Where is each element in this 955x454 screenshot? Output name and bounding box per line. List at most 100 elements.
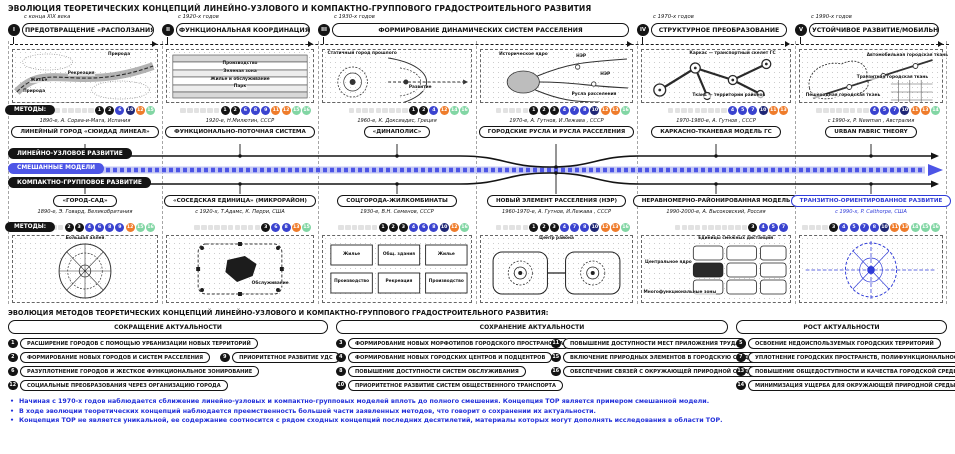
- arrow-right-icon: [152, 41, 157, 47]
- method-badge: 2: [105, 106, 115, 115]
- stage-pill: УСТОЙЧИВОЕ РАЗВИТИЕ/МОБИЛЬНОСТЬ: [809, 23, 939, 37]
- stage-numeral: IV: [637, 24, 649, 36]
- stage-pill: ПРЕДОТВРАЩЕНИЕ «РАСПОЛЗАНИЯ»: [22, 23, 154, 37]
- method-badge: 12: [600, 223, 610, 232]
- evolution-column-header: РОСТ АКТУАЛЬНОСТИ: [736, 320, 947, 334]
- diagram-label: Единицы смежных дистанций: [698, 235, 774, 241]
- method-item-number: 1: [8, 338, 18, 349]
- method-badge: 2: [64, 223, 74, 232]
- methods-row-bottom: МЕТОДЫ: 2 3 4 6 8 9 12 15 16 3 6 8 13 15 1 2 3 4 6 8 10 12 1…: [0, 221, 955, 234]
- method-row: 2 ФОРМИРОВАНИЕ НОВЫХ ГОРОДОВ И СИСТЕМ РАС…: [8, 352, 340, 363]
- method-badge: 8: [580, 106, 590, 115]
- method-item: 6 РАЗУПЛОТНЕНИЕ ГОРОДОВ И ЖЕСТКОЕ ФУНКЦИО…: [8, 366, 260, 377]
- timeline-section: Природа Рекреация Жилье Природа Производ…: [0, 37, 955, 304]
- diagram-label: Рекреация: [385, 279, 413, 285]
- method-badge: 5: [880, 106, 890, 115]
- diagram-label: Развитие: [408, 85, 432, 91]
- page-title: ЭВОЛЮЦИЯ ТЕОРЕТИЧЕСКИХ КОНЦЕПЦИЙ ЛИНЕЙНО…: [8, 4, 592, 13]
- method-slot: [515, 107, 522, 114]
- method-slot: [345, 224, 351, 231]
- method-badge: 12: [600, 106, 610, 115]
- method-slot: [721, 107, 727, 114]
- method-badge: 16: [460, 106, 469, 115]
- method-badge: 13: [920, 106, 930, 115]
- method-badge: 10: [758, 106, 768, 115]
- note-text: В ходе эволюции теоретических концепций …: [19, 407, 596, 415]
- stage-pill: СТРУКТУРНОЕ ПРЕОБРАЗОВАНИЕ: [651, 23, 787, 37]
- method-slot: [201, 224, 207, 231]
- method-slot: [247, 224, 254, 231]
- bottom-concepts-row: «ГОРОД-САД» 1890-е, Э. Говард, Великобрит…: [0, 194, 955, 221]
- method-badge: 10: [590, 223, 600, 232]
- note-text: Концепция ТОР не является уникальной, ее…: [19, 417, 723, 425]
- method-item-label: СОЦИАЛЬНЫЕ ПРЕОБРАЗОВАНИЯ ЧЕРЕЗ ОРГАНИЗА…: [20, 380, 228, 391]
- method-item: 4 ФОРМИРОВАНИЕ НОВЫХ ГОРОДСКИХ ЦЕНТРОВ И …: [336, 352, 553, 363]
- method-badge: 2: [230, 106, 240, 115]
- method-badge: 8: [429, 223, 439, 232]
- concept-era: 1890-е, Э. Говард, Великобритания: [37, 208, 133, 215]
- method-slot: [849, 107, 856, 114]
- method-row: 3 ФОРМИРОВАНИЕ НОВЫХ МОРФОТИПОВ ГОРОДСКОГ…: [336, 338, 747, 349]
- method-item-label: МИНИМИЗАЦИЯ УЩЕРБА ДЛЯ ОКРУЖАЮЩЕЙ ПРИРОД…: [748, 380, 955, 391]
- method-item-number: 3: [336, 338, 346, 349]
- diagram-label: Парк: [233, 84, 247, 90]
- method-slot: [57, 224, 64, 231]
- concept-era: 1930-е, В.Н. Семенов, СССР: [360, 208, 434, 215]
- method-badge: 5: [738, 106, 748, 115]
- method-badge: 12: [135, 106, 145, 115]
- method-badge: 8: [281, 223, 291, 232]
- concept: «СОСЕДСКАЯ ЕДИНИЦА» (МИКРОРАЙОН) с 1920-х…: [162, 194, 318, 221]
- method-slot: [829, 107, 836, 114]
- bottom-diagrams-row: Большая аллея Обслуживание Жилье: [0, 234, 955, 304]
- method-badge: 6: [95, 223, 105, 232]
- method-badge: 4: [84, 223, 94, 232]
- method-badge: 2: [388, 223, 398, 232]
- method-item-label: ОСВОЕНИЕ НЕДОИСПОЛЬЗУЕМЫХ ГОРОДСКИХ ТЕРР…: [748, 338, 941, 349]
- method-item-number: 8: [336, 366, 346, 377]
- method-row: 10 ПРИОРИТЕТНОЕ РАЗВИТИЕ СИСТЕМ ОБЩЕСТВЕН…: [336, 380, 728, 391]
- method-badge: 14: [910, 223, 920, 232]
- method-slot: [816, 107, 822, 114]
- method-badge: 11: [890, 223, 900, 232]
- method-badges: 4 5 7 10 11 13 14: [795, 104, 947, 117]
- concept-pill: КАРКАСНО-ТКАНЕВАЯ МОДЕЛЬ ГС: [651, 125, 781, 138]
- arrow-right-icon: [938, 41, 943, 47]
- method-slot: [863, 107, 869, 114]
- method-slot: [187, 107, 193, 114]
- method-badge: 8: [251, 106, 261, 115]
- method-badge: 3: [261, 223, 271, 232]
- method-badge: 13: [900, 223, 910, 232]
- method-badge: 3: [549, 106, 559, 115]
- method-badge: 1: [220, 106, 230, 115]
- flow-svg: [83, 144, 943, 194]
- method-badge: 16: [460, 223, 469, 232]
- method-slot: [728, 224, 734, 231]
- concept-era: 1970-е, А. Гутнов, И.Лежава , СССР: [509, 118, 604, 124]
- method-badge: 16: [146, 223, 155, 232]
- method-slot: [735, 224, 741, 231]
- method-slot: [701, 107, 707, 114]
- method-row: 4 ФОРМИРОВАНИЕ НОВЫХ ГОРОДСКИХ ЦЕНТРОВ И …: [336, 352, 760, 363]
- method-slot: [688, 224, 694, 231]
- bullet-icon: •: [10, 417, 15, 425]
- method-badge: 14: [449, 106, 459, 115]
- method-slot: [502, 107, 509, 114]
- method-slot: [721, 224, 728, 231]
- method-badge: 8: [580, 223, 590, 232]
- method-slot: [389, 107, 395, 114]
- method-item-number: 4: [336, 352, 346, 363]
- diagram-label: НЭР: [576, 54, 587, 60]
- method-badge: 15: [920, 223, 930, 232]
- method-slot: [213, 107, 220, 114]
- method-slot: [694, 107, 701, 114]
- method-row: 5 ОСВОЕНИЕ НЕДОИСПОЛЬЗУЕМЫХ ГОРОДСКИХ ТЕР…: [736, 338, 947, 349]
- diagram-label: Природа: [108, 52, 131, 58]
- method-slot: [522, 224, 529, 231]
- method-badge: 16: [621, 223, 630, 232]
- method-slot: [371, 224, 378, 231]
- method-slot: [358, 224, 364, 231]
- diagram-label: Производство: [222, 61, 258, 67]
- method-item-number: 11: [551, 338, 561, 349]
- diagram-label: Ткань — территории районов: [692, 92, 766, 98]
- diagram-linear-city: Природа Рекреация Жилье Природа: [12, 49, 158, 103]
